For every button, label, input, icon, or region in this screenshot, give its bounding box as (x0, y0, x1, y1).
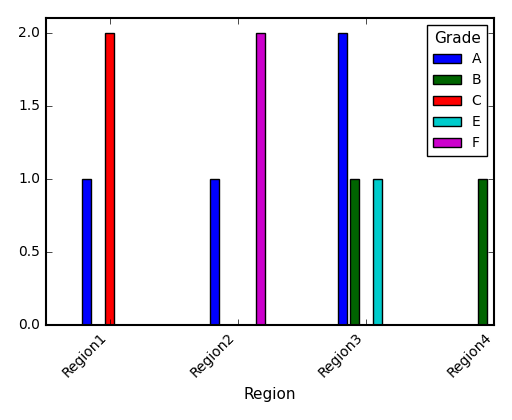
Bar (82, 178, 91, 325)
X-axis label: Region: Region (244, 387, 296, 402)
Bar (210, 178, 219, 325)
Bar (478, 178, 487, 325)
Bar (373, 178, 382, 325)
Bar (350, 178, 359, 325)
Bar (257, 33, 265, 325)
Bar (105, 33, 114, 325)
Legend: A, B, C, E, F: A, B, C, E, F (428, 25, 487, 156)
Bar (338, 33, 347, 325)
